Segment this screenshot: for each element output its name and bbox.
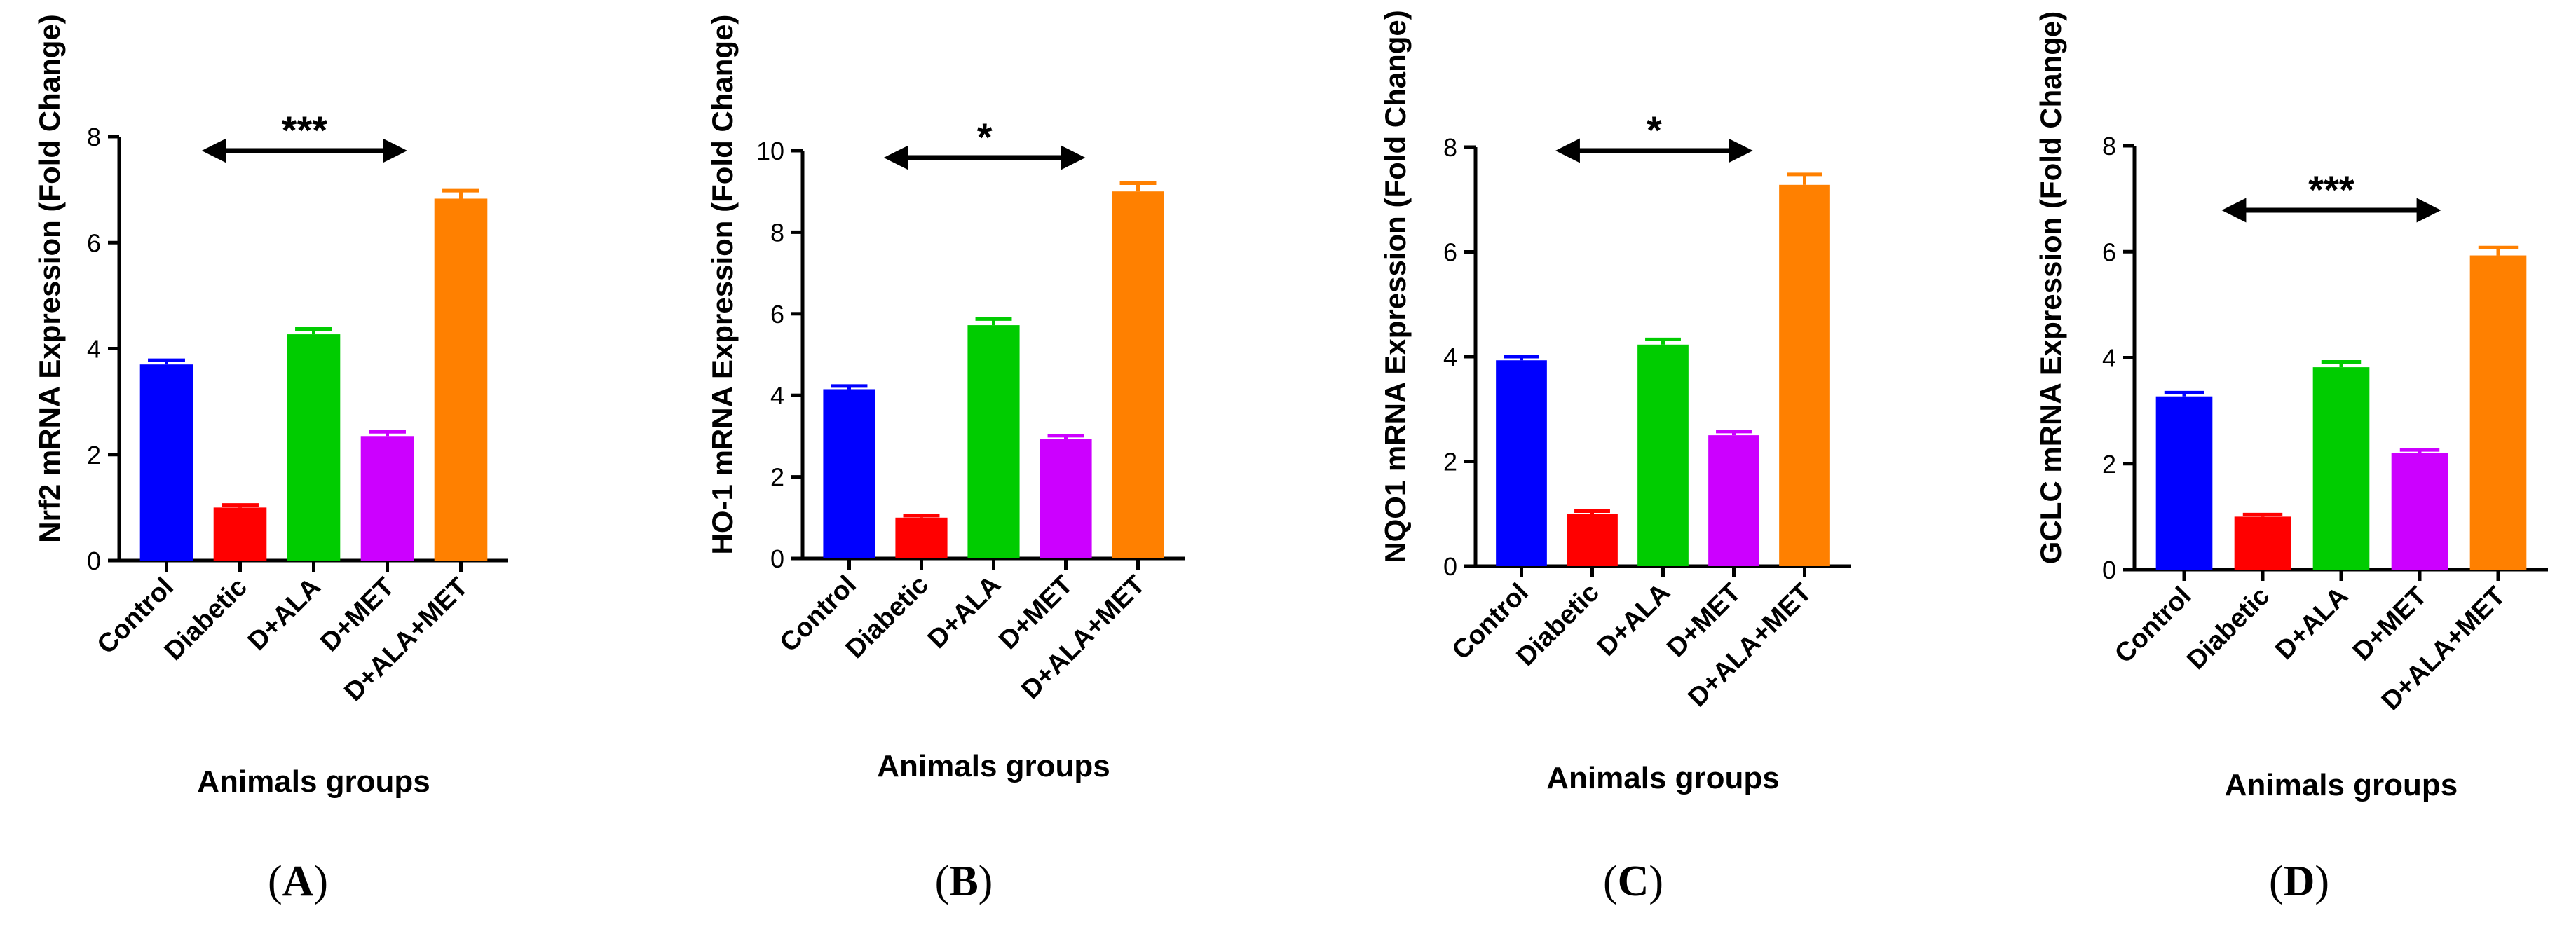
y-tick-label: 6 — [1443, 238, 1457, 267]
error-bar — [2164, 390, 2204, 397]
category-label: D+ALA — [1592, 578, 1676, 662]
bar-d-ala — [967, 325, 1020, 558]
chart-panel-c: 02468ControlDiabeticD+ALAD+METD+ALA+METN… — [1379, 10, 1851, 905]
chart-panel-d: 02468ControlDiabeticD+ALAD+METD+ALA+METG… — [2034, 11, 2548, 905]
y-tick-label: 4 — [770, 381, 784, 410]
x-axis-label: Animals groups — [197, 764, 430, 799]
x-axis-label: Animals groups — [1546, 761, 1780, 795]
bar-diabetic — [1567, 514, 1618, 566]
bar-d-met — [360, 436, 414, 561]
category-label: D+ALA+MET — [1016, 570, 1150, 705]
x-axis-label: Animals groups — [2225, 768, 2458, 802]
category-label: D+ALA — [243, 572, 327, 657]
error-bar — [222, 503, 259, 508]
bar-d-ala-met — [2469, 255, 2527, 570]
category-label: D+ALA — [922, 570, 1007, 654]
y-axis-label: NQO1 mRNA Expression (Fold Change) — [1379, 10, 1412, 563]
y-tick-label: 0 — [2102, 556, 2116, 584]
bar-d-ala-met — [434, 198, 488, 561]
bar-d-met — [2391, 453, 2448, 570]
bar-diabetic — [895, 517, 948, 558]
error-bar — [1119, 181, 1157, 192]
y-axis-label: HO-1 mRNA Expression (Fold Change) — [706, 15, 739, 555]
error-bar — [831, 384, 868, 390]
bar-diabetic — [213, 507, 267, 561]
y-tick-label: 8 — [1443, 133, 1457, 162]
bar-d-ala-met — [1779, 184, 1830, 566]
bar-d-met — [1040, 439, 1092, 558]
significance-label: *** — [282, 108, 328, 152]
error-bar — [2399, 448, 2440, 453]
y-tick-label: 4 — [87, 335, 101, 364]
bar-control — [1496, 360, 1547, 566]
chart-panel-a: 02468ControlDiabeticD+ALAD+METD+ALA+METN… — [33, 14, 508, 905]
y-tick-label: 4 — [1443, 343, 1457, 371]
y-tick-label: 0 — [770, 544, 784, 573]
error-bar — [1047, 434, 1084, 439]
significance-label: * — [977, 115, 993, 159]
panel-label: (A) — [268, 858, 328, 905]
bar-d-ala — [2312, 367, 2370, 570]
bar-control — [823, 389, 875, 558]
error-bar — [148, 358, 185, 365]
error-bar — [975, 317, 1012, 326]
error-bar — [1504, 355, 1539, 361]
y-tick-label: 2 — [2102, 450, 2116, 479]
y-tick-label: 8 — [2102, 132, 2116, 160]
bar-d-ala — [1637, 344, 1689, 566]
bar-diabetic — [2234, 516, 2291, 570]
error-bar — [442, 188, 479, 199]
bar-d-ala — [287, 334, 341, 561]
y-tick-label: 8 — [87, 123, 101, 151]
error-bar — [369, 430, 406, 437]
error-bar — [903, 514, 940, 518]
y-tick-label: 2 — [770, 463, 784, 492]
bar-d-ala-met — [1112, 191, 1164, 558]
category-label: Diabetic — [159, 572, 253, 666]
error-bar — [1716, 430, 1752, 436]
y-tick-label: 8 — [770, 218, 784, 247]
error-bar — [2242, 512, 2283, 517]
y-axis-label: Nrf2 mRNA Expression (Fold Change) — [33, 14, 66, 543]
y-tick-label: 6 — [87, 228, 101, 257]
panel-label: (D) — [2269, 858, 2329, 905]
category-label: D+ALA+MET — [1682, 578, 1817, 713]
error-bar — [2478, 245, 2519, 256]
y-tick-label: 2 — [1443, 448, 1457, 476]
bar-control — [139, 364, 193, 561]
error-bar — [1645, 337, 1681, 345]
error-bar — [1574, 509, 1610, 514]
y-tick-label: 6 — [2102, 238, 2116, 266]
category-label: Diabetic — [2181, 582, 2275, 675]
panel-label: (C) — [1603, 858, 1663, 905]
y-tick-label: 0 — [1443, 552, 1457, 581]
error-bar — [1787, 172, 1822, 185]
y-tick-label: 10 — [756, 137, 784, 165]
x-axis-label: Animals groups — [877, 749, 1110, 783]
bar-control — [2155, 396, 2213, 570]
panel-label: (B) — [935, 858, 993, 905]
significance-label: *** — [2308, 167, 2354, 212]
error-bar — [295, 327, 332, 335]
chart-panel-b: 0246810ControlDiabeticD+ALAD+METD+ALA+ME… — [706, 15, 1185, 905]
y-tick-label: 0 — [87, 547, 101, 575]
category-label: D+ALA — [2270, 582, 2354, 666]
y-axis-label: GCLC mRNA Expression (Fold Change) — [2034, 11, 2067, 565]
y-tick-label: 2 — [87, 441, 101, 469]
significance-label: * — [1647, 108, 1662, 152]
y-tick-label: 6 — [770, 300, 784, 329]
y-tick-label: 4 — [2102, 344, 2116, 373]
error-bar — [2321, 360, 2362, 368]
bar-d-met — [1708, 435, 1759, 566]
